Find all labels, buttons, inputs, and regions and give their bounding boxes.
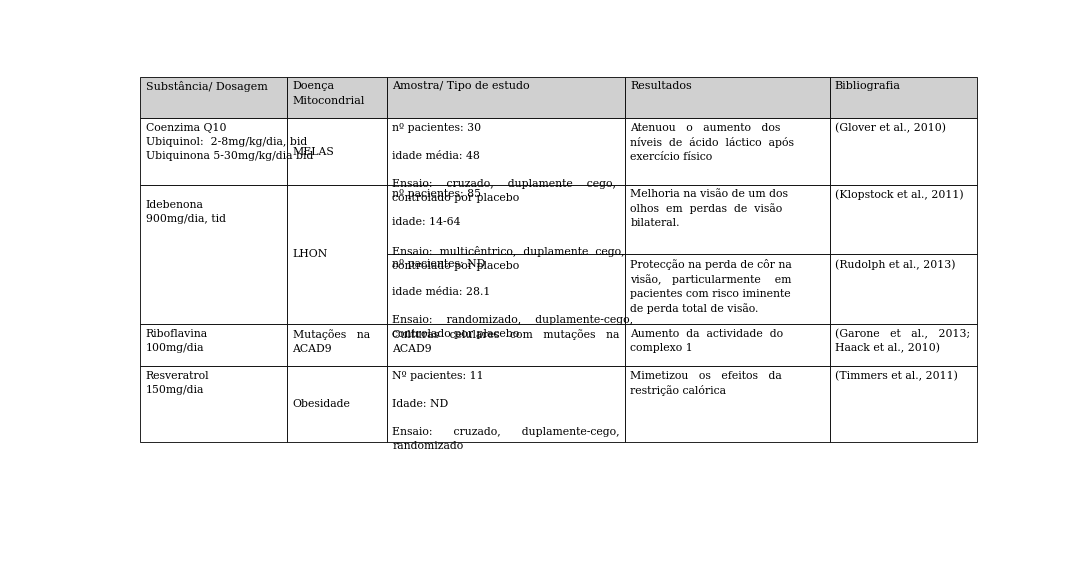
Bar: [141, 118, 288, 185]
Bar: [387, 254, 626, 324]
Text: Culturas   celulares   com   mutações   na
ACAD9: Culturas celulares com mutações na ACAD9: [392, 329, 619, 353]
Bar: [626, 366, 829, 442]
Text: Mutações   na
ACAD9: Mutações na ACAD9: [292, 329, 370, 353]
Text: Atenuou   o   aumento   dos
níveis  de  ácido  láctico  após
exercício físico: Atenuou o aumento dos níveis de ácido lá…: [630, 123, 795, 163]
Bar: [829, 324, 977, 366]
Bar: [387, 185, 626, 254]
Text: Bibliografia: Bibliografia: [835, 81, 900, 91]
Bar: [829, 185, 977, 254]
Bar: [141, 185, 288, 324]
Text: Substância/ Dosagem: Substância/ Dosagem: [146, 81, 267, 92]
Bar: [288, 324, 387, 366]
Bar: [387, 118, 626, 185]
Text: nº pacientes: ND

idade média: 28.1

Ensaio:    randomizado,    duplamente-cego,: nº pacientes: ND idade média: 28.1 Ensai…: [392, 259, 633, 339]
Bar: [288, 77, 387, 118]
Bar: [626, 185, 829, 254]
Text: Nº pacientes: 11

Idade: ND

Ensaio:      cruzado,      duplamente-cego,
randomi: Nº pacientes: 11 Idade: ND Ensaio: cruza…: [392, 371, 620, 450]
Text: MELAS: MELAS: [292, 146, 335, 157]
Bar: [829, 254, 977, 324]
Text: LHON: LHON: [292, 249, 328, 259]
Bar: [141, 324, 288, 366]
Text: Idebenona
900mg/dia, tid: Idebenona 900mg/dia, tid: [146, 201, 226, 225]
Bar: [626, 77, 829, 118]
Text: (Garone   et   al.,   2013;
Haack et al., 2010): (Garone et al., 2013; Haack et al., 2010…: [835, 329, 970, 353]
Bar: [626, 324, 829, 366]
Text: Protecção na perda de côr na
visão,   particularmente    em
pacientes com risco : Protecção na perda de côr na visão, part…: [630, 259, 792, 315]
Text: Riboflavina
100mg/dia: Riboflavina 100mg/dia: [146, 329, 208, 353]
Text: Obesidade: Obesidade: [292, 399, 350, 409]
Text: Aumento  da  actividade  do
complexo 1: Aumento da actividade do complexo 1: [630, 329, 784, 353]
Bar: [141, 77, 288, 118]
Bar: [626, 118, 829, 185]
Text: nº pacientes: 85

idade: 14-64

Ensaio:  multicêntrico,  duplamente  cego,
contr: nº pacientes: 85 idade: 14-64 Ensaio: mu…: [392, 189, 625, 271]
Text: Resultados: Resultados: [630, 81, 692, 91]
Bar: [288, 366, 387, 442]
Text: nº pacientes: 30

idade média: 48

Ensaio:    cruzado,    duplamente    cego,
co: nº pacientes: 30 idade média: 48 Ensaio:…: [392, 123, 616, 203]
Text: Resveratrol
150mg/dia: Resveratrol 150mg/dia: [146, 371, 209, 395]
Bar: [829, 366, 977, 442]
Text: (Klopstock et al., 2011): (Klopstock et al., 2011): [835, 189, 964, 199]
Bar: [141, 366, 288, 442]
Bar: [387, 324, 626, 366]
Text: Melhoria na visão de um dos
olhos  em  perdas  de  visão
bilateral.: Melhoria na visão de um dos olhos em per…: [630, 189, 788, 228]
Bar: [288, 185, 387, 324]
Text: (Timmers et al., 2011): (Timmers et al., 2011): [835, 371, 958, 381]
Text: (Glover et al., 2010): (Glover et al., 2010): [835, 123, 946, 133]
Bar: [829, 77, 977, 118]
Text: Doença
Mitocondrial: Doença Mitocondrial: [292, 81, 365, 106]
Bar: [626, 254, 829, 324]
Bar: [829, 118, 977, 185]
Text: Amostra/ Tipo de estudo: Amostra/ Tipo de estudo: [392, 81, 530, 91]
Text: Mimetizou   os   efeitos   da
restrição calórica: Mimetizou os efeitos da restrição calóri…: [630, 371, 783, 396]
Text: (Rudolph et al., 2013): (Rudolph et al., 2013): [835, 259, 955, 270]
Bar: [288, 118, 387, 185]
Bar: [387, 77, 626, 118]
Bar: [387, 366, 626, 442]
Text: Coenzima Q10
Ubiquinol:  2-8mg/kg/dia, bid
Ubiquinona 5-30mg/kg/dia bid: Coenzima Q10 Ubiquinol: 2-8mg/kg/dia, bi…: [146, 123, 313, 161]
